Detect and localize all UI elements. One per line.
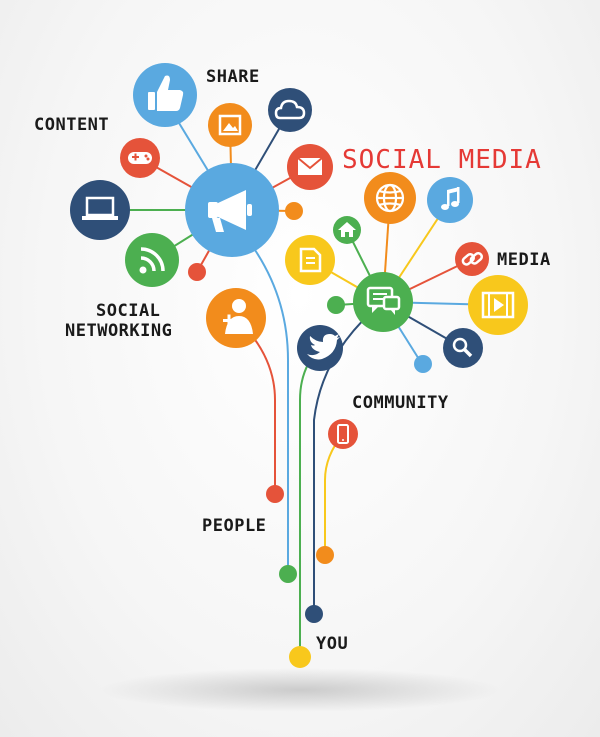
add-user-icon	[223, 299, 253, 334]
label-people: PEOPLE	[202, 516, 267, 536]
node-search	[443, 328, 483, 368]
node-like	[133, 63, 197, 127]
hub-chat	[353, 272, 413, 332]
laptop-icon	[82, 196, 118, 220]
node-music	[427, 177, 473, 223]
label-you: YOU	[316, 634, 349, 654]
mobile-phone-icon	[337, 424, 349, 444]
label-media: MEDIA	[497, 250, 551, 270]
globe-icon	[375, 183, 405, 213]
dot-green-mid	[327, 296, 345, 314]
dot-blue-right	[414, 355, 432, 373]
dot-orange-stem	[316, 546, 334, 564]
link-icon	[461, 252, 483, 266]
dot-green-stem	[279, 565, 297, 583]
mail-icon	[297, 157, 323, 175]
dot-red-left	[188, 263, 206, 281]
node-mail	[287, 144, 333, 190]
node-cloud	[268, 88, 312, 132]
chat-icon	[366, 286, 401, 315]
gamepad-icon	[128, 152, 152, 164]
node-laptop	[70, 180, 130, 240]
photo-icon	[218, 114, 242, 136]
hub-megaphone	[185, 163, 279, 257]
document-icon	[299, 247, 322, 273]
search-icon	[452, 337, 473, 358]
label-community: COMMUNITY	[352, 393, 449, 413]
node-photo	[208, 103, 252, 147]
node-video	[468, 275, 528, 335]
twitter-bird-icon	[307, 334, 340, 360]
node-add-user	[206, 288, 266, 348]
node-document	[285, 235, 335, 285]
label-content: CONTENT	[34, 115, 110, 135]
node-globe	[364, 172, 416, 224]
node-mobile	[328, 419, 358, 449]
megaphone-icon	[208, 190, 252, 232]
node-twitter	[297, 325, 343, 371]
diagram-title: SOCIAL MEDIA	[342, 145, 542, 176]
node-rss	[125, 233, 179, 287]
label-share: SHARE	[206, 67, 260, 87]
thumbs-up-icon	[148, 75, 184, 111]
dot-navy-stem	[305, 605, 323, 623]
node-link	[455, 242, 489, 276]
connector-dots	[188, 202, 432, 668]
rss-icon	[139, 247, 165, 274]
node-games	[120, 138, 160, 178]
home-icon	[338, 222, 356, 237]
node-home	[333, 216, 361, 244]
dot-you	[289, 646, 311, 668]
music-icon	[441, 187, 460, 210]
ground-shadow	[100, 668, 500, 712]
label-networking: NETWORKING	[65, 321, 173, 341]
dot-people	[266, 485, 284, 503]
cloud-icon	[274, 99, 306, 120]
label-social: SOCIAL	[96, 301, 161, 321]
video-icon	[481, 291, 515, 319]
dot-orange-top	[285, 202, 303, 220]
